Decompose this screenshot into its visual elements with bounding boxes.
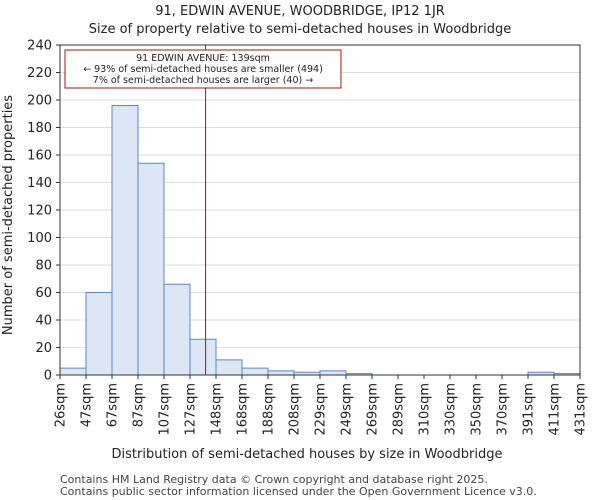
x-tick-label: 411sqm (548, 383, 563, 436)
x-tick-label: 370sqm (496, 383, 511, 436)
x-tick-label: 26sqm (54, 383, 69, 427)
x-tick-label: 168sqm (236, 383, 251, 436)
y-tick-label: 20 (35, 341, 52, 356)
y-tick-label: 80 (35, 259, 52, 274)
bar-67sqm (111, 105, 139, 376)
bar-188sqm (267, 370, 295, 376)
y-tick-label: 0 (44, 369, 52, 384)
y-tick-label: 140 (27, 176, 52, 191)
y-tick-label: 200 (27, 94, 52, 109)
x-tick-label: 391sqm (522, 383, 537, 436)
bar-148sqm (215, 359, 243, 376)
x-tick-label: 249sqm (340, 383, 355, 436)
annotation-line-1: 91 EDWIN AVENUE: 139sqm (136, 53, 270, 64)
bar-168sqm (241, 367, 269, 376)
y-tick-label: 180 (27, 121, 52, 136)
x-tick-label: 188sqm (262, 383, 277, 436)
y-tick-label: 160 (27, 149, 52, 164)
y-tick-label: 240 (27, 39, 52, 54)
x-tick-label: 289sqm (392, 383, 407, 436)
bar-127sqm (189, 338, 217, 376)
x-tick-label: 148sqm (210, 383, 225, 436)
bar-26sqm (59, 367, 87, 376)
x-tick-label: 47sqm (80, 383, 95, 427)
bar-229sqm (319, 370, 347, 376)
y-tick-label: 220 (27, 66, 52, 81)
footer-line-1: Contains HM Land Registry data © Crown c… (60, 473, 488, 486)
footer-line-2: Contains public sector information licen… (60, 485, 537, 498)
bar-107sqm (163, 283, 191, 376)
chart-subtitle: Size of property relative to semi-detach… (89, 22, 512, 37)
y-tick-label: 40 (35, 314, 52, 329)
x-tick-label: 67sqm (106, 383, 121, 427)
x-tick-label: 87sqm (132, 383, 147, 427)
x-axis-label: Distribution of semi-detached houses by … (112, 447, 503, 462)
bar-47sqm (85, 292, 113, 376)
chart-title: 91, EDWIN AVENUE, WOODBRIDGE, IP12 1JR (155, 4, 445, 19)
x-tick-label: 330sqm (444, 383, 459, 436)
x-tick-label: 107sqm (158, 383, 173, 436)
y-tick-label: 60 (35, 286, 52, 301)
x-tick-label: 269sqm (366, 383, 381, 436)
x-tick-label: 127sqm (184, 383, 199, 436)
x-tick-label: 350sqm (470, 383, 485, 436)
x-tick-label: 310sqm (418, 383, 433, 436)
annotation-line-3: 7% of semi-detached houses are larger (4… (93, 75, 313, 86)
x-tick-label: 431sqm (574, 383, 589, 436)
annotation-line-2: ← 93% of semi-detached houses are smalle… (83, 64, 323, 75)
y-tick-label: 100 (27, 231, 52, 246)
annotation-box: 91 EDWIN AVENUE: 139sqm ← 93% of semi-de… (64, 49, 342, 89)
bar-87sqm (137, 162, 165, 376)
annotation-frame (64, 49, 342, 89)
plot-frame (59, 44, 581, 376)
y-axis-label: Number of semi-detached properties (1, 95, 16, 335)
x-tick-label: 229sqm (314, 383, 329, 436)
x-tick-label: 208sqm (288, 383, 303, 436)
y-tick-label: 120 (27, 204, 52, 219)
